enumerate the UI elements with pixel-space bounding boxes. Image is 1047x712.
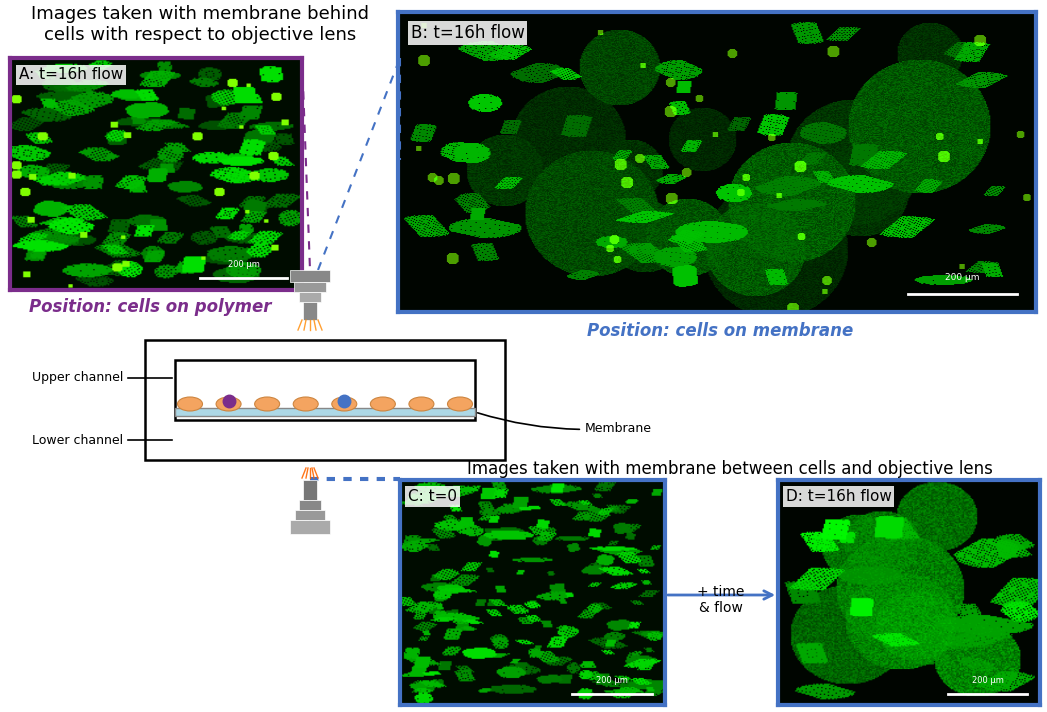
Ellipse shape bbox=[332, 397, 357, 411]
Text: A: t=16h flow: A: t=16h flow bbox=[19, 67, 122, 83]
Polygon shape bbox=[290, 270, 330, 282]
Ellipse shape bbox=[409, 397, 433, 411]
Ellipse shape bbox=[216, 397, 241, 411]
Text: Images taken with membrane behind
cells with respect to objective lens: Images taken with membrane behind cells … bbox=[31, 5, 369, 44]
Text: 200 μm: 200 μm bbox=[596, 676, 628, 685]
Polygon shape bbox=[294, 282, 326, 292]
Polygon shape bbox=[303, 302, 317, 320]
Text: D: t=16h flow: D: t=16h flow bbox=[786, 489, 892, 504]
Ellipse shape bbox=[293, 397, 318, 411]
Polygon shape bbox=[303, 480, 317, 500]
Text: C: t=0: C: t=0 bbox=[408, 489, 456, 504]
Text: Upper channel: Upper channel bbox=[31, 372, 122, 384]
Text: Position: cells on membrane: Position: cells on membrane bbox=[587, 322, 853, 340]
Polygon shape bbox=[175, 408, 475, 416]
Ellipse shape bbox=[447, 397, 472, 411]
Ellipse shape bbox=[371, 397, 396, 411]
Ellipse shape bbox=[254, 397, 280, 411]
Polygon shape bbox=[299, 500, 321, 510]
Text: 200 μm: 200 μm bbox=[945, 273, 980, 282]
Text: Images taken with membrane between cells and objective lens: Images taken with membrane between cells… bbox=[467, 460, 993, 478]
Ellipse shape bbox=[178, 397, 202, 411]
Text: Lower channel: Lower channel bbox=[31, 434, 122, 446]
Text: Membrane: Membrane bbox=[477, 413, 652, 434]
Text: 200 μm: 200 μm bbox=[227, 260, 260, 269]
Text: + time
& flow: + time & flow bbox=[697, 585, 744, 615]
Text: 200 μm: 200 μm bbox=[972, 676, 1003, 685]
Text: B: t=16h flow: B: t=16h flow bbox=[410, 24, 525, 42]
Polygon shape bbox=[295, 510, 325, 520]
Polygon shape bbox=[290, 520, 330, 534]
Text: Position: cells on polymer: Position: cells on polymer bbox=[28, 298, 271, 316]
Polygon shape bbox=[299, 292, 321, 302]
